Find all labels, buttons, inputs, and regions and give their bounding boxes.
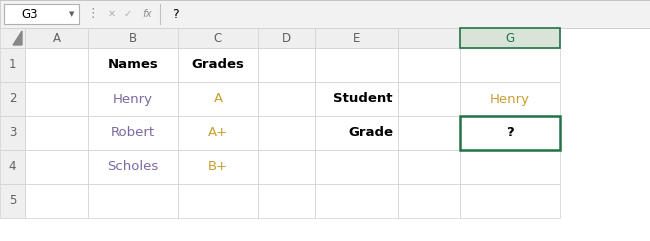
- Bar: [398, 184, 460, 218]
- Text: Scholes: Scholes: [107, 161, 159, 174]
- Bar: [178, 184, 258, 218]
- Bar: [258, 82, 315, 116]
- Text: G: G: [506, 32, 515, 45]
- Bar: [460, 28, 560, 48]
- Text: 5: 5: [9, 194, 16, 208]
- Text: ✓: ✓: [124, 9, 132, 19]
- Bar: [0, 150, 25, 184]
- Bar: [88, 116, 178, 150]
- Text: D: D: [282, 32, 291, 45]
- Polygon shape: [13, 31, 22, 45]
- Bar: [398, 116, 460, 150]
- Bar: [88, 28, 178, 48]
- Bar: [178, 150, 258, 184]
- Text: Names: Names: [108, 59, 159, 72]
- Bar: [460, 184, 560, 218]
- Text: Henry: Henry: [490, 93, 530, 106]
- Bar: [178, 116, 258, 150]
- Text: C: C: [214, 32, 222, 45]
- Text: 2: 2: [8, 93, 16, 106]
- Bar: [88, 82, 178, 116]
- Bar: [460, 116, 560, 150]
- Text: ?: ?: [172, 7, 179, 20]
- Text: B+: B+: [208, 161, 228, 174]
- Text: fx: fx: [142, 9, 152, 19]
- Bar: [258, 28, 315, 48]
- Bar: [25, 150, 88, 184]
- Text: 3: 3: [9, 127, 16, 140]
- Bar: [398, 28, 460, 48]
- Text: ✕: ✕: [108, 9, 116, 19]
- Text: Henry: Henry: [113, 93, 153, 106]
- Text: E: E: [353, 32, 360, 45]
- Bar: [4, 4, 79, 24]
- Bar: [315, 116, 398, 150]
- Bar: [88, 184, 178, 218]
- Text: Robert: Robert: [111, 127, 155, 140]
- Bar: [460, 150, 560, 184]
- Bar: [25, 82, 88, 116]
- Bar: [315, 28, 398, 48]
- Text: ⋮: ⋮: [86, 7, 99, 20]
- Bar: [258, 48, 315, 82]
- Bar: [460, 48, 560, 82]
- Bar: [88, 48, 178, 82]
- Text: ▼: ▼: [70, 11, 75, 17]
- Bar: [460, 82, 560, 116]
- Text: B: B: [129, 32, 137, 45]
- Bar: [25, 116, 88, 150]
- Bar: [25, 184, 88, 218]
- Bar: [0, 0, 650, 28]
- Text: Student: Student: [333, 93, 393, 106]
- Text: ?: ?: [506, 127, 514, 140]
- Bar: [258, 116, 315, 150]
- Bar: [398, 150, 460, 184]
- Text: 1: 1: [8, 59, 16, 72]
- Bar: [25, 28, 88, 48]
- Bar: [0, 82, 25, 116]
- Bar: [398, 48, 460, 82]
- Bar: [258, 184, 315, 218]
- Bar: [398, 82, 460, 116]
- Bar: [315, 184, 398, 218]
- Text: A: A: [213, 93, 222, 106]
- Bar: [88, 150, 178, 184]
- Bar: [178, 82, 258, 116]
- Bar: [0, 48, 25, 82]
- Text: G3: G3: [21, 7, 38, 20]
- Bar: [25, 48, 88, 82]
- Bar: [315, 150, 398, 184]
- Text: A+: A+: [208, 127, 228, 140]
- Text: 4: 4: [8, 161, 16, 174]
- Bar: [0, 116, 25, 150]
- Bar: [315, 48, 398, 82]
- Bar: [178, 28, 258, 48]
- Bar: [0, 184, 25, 218]
- Bar: [258, 150, 315, 184]
- Bar: [178, 48, 258, 82]
- Text: Grade: Grade: [348, 127, 393, 140]
- Text: Grades: Grades: [192, 59, 244, 72]
- Bar: [315, 82, 398, 116]
- Bar: [0, 28, 25, 48]
- Text: A: A: [53, 32, 60, 45]
